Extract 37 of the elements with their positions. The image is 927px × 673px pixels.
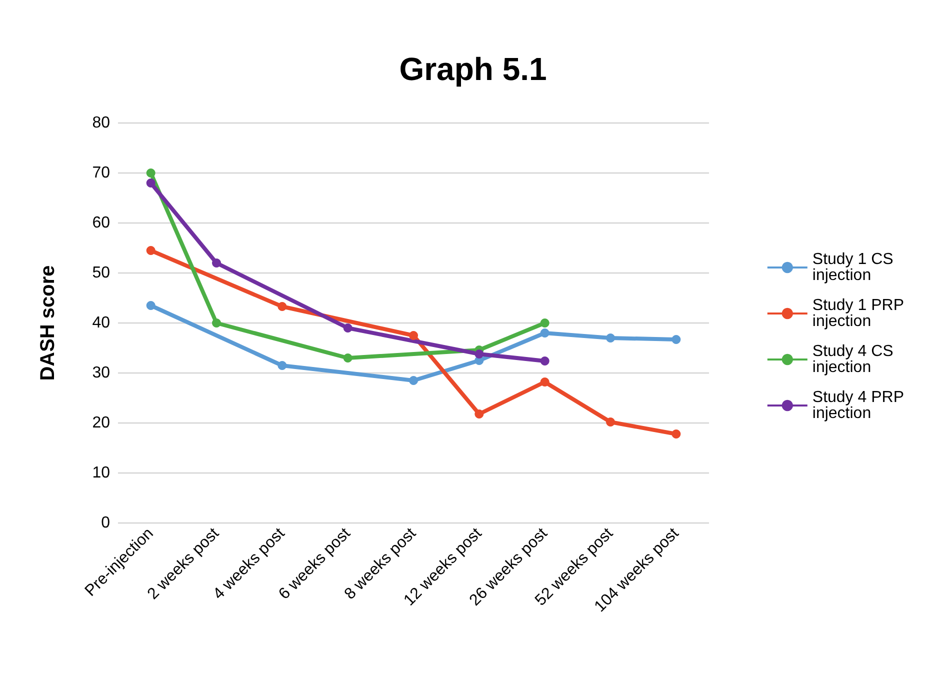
point bbox=[146, 301, 156, 310]
point bbox=[606, 334, 615, 342]
y-tick-label: 50 bbox=[92, 264, 110, 282]
point bbox=[146, 168, 156, 178]
point bbox=[540, 356, 550, 366]
point bbox=[540, 318, 550, 328]
legend-label: Study 4 CS injection bbox=[812, 343, 894, 376]
y-tick-label: 20 bbox=[92, 414, 110, 432]
chart-title: Graph 5.1 bbox=[399, 51, 547, 87]
point bbox=[540, 378, 550, 386]
point bbox=[540, 328, 550, 338]
y-tick-label: 30 bbox=[92, 364, 110, 382]
point bbox=[409, 376, 418, 385]
point bbox=[474, 350, 484, 358]
y-tick-label: 60 bbox=[92, 214, 110, 232]
point bbox=[474, 410, 484, 418]
point bbox=[146, 246, 156, 255]
point bbox=[606, 418, 615, 426]
point bbox=[409, 331, 418, 340]
y-axis-title: DASH score bbox=[37, 265, 59, 381]
point bbox=[343, 324, 352, 332]
legend-label: Study 1 PRP injection bbox=[812, 297, 904, 330]
point bbox=[212, 318, 221, 328]
point bbox=[672, 335, 681, 344]
point bbox=[672, 430, 681, 438]
point bbox=[278, 302, 287, 311]
point bbox=[278, 361, 287, 370]
y-tick-label: 10 bbox=[92, 464, 110, 482]
y-tick-label: 70 bbox=[92, 164, 110, 182]
y-tick-label: 40 bbox=[92, 314, 110, 332]
point bbox=[343, 354, 352, 362]
y-tick-label: 80 bbox=[92, 114, 110, 132]
legend-label: Study 1 CS injection bbox=[812, 251, 894, 284]
point bbox=[212, 258, 221, 268]
point bbox=[146, 178, 156, 188]
y-tick-label: 0 bbox=[101, 514, 110, 532]
legend-label: Study 4 PRP injection bbox=[812, 389, 904, 422]
